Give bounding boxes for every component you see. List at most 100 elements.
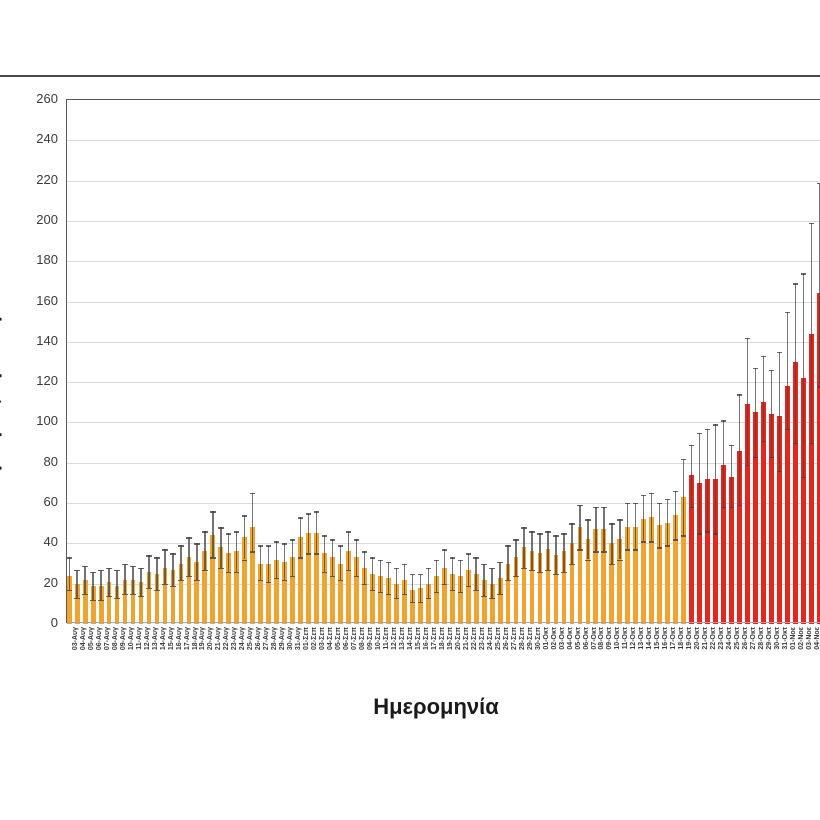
grid-line bbox=[67, 220, 820, 222]
error-bar-cap bbox=[569, 523, 575, 525]
x-axis-tick-label: 18-Σεπ bbox=[438, 627, 446, 650]
error-bar-cap bbox=[313, 511, 320, 513]
error-bar-cap bbox=[513, 539, 519, 541]
x-axis-tick-label: 16-Αυγ bbox=[175, 627, 183, 651]
error-bar-cap bbox=[744, 337, 751, 340]
error-bar bbox=[363, 551, 366, 584]
error-bar-cap bbox=[122, 593, 128, 596]
error-bar-cap bbox=[688, 507, 695, 509]
error-bar-cap bbox=[297, 557, 304, 559]
x-axis-tick-label: 22-Οκτ bbox=[710, 627, 718, 650]
error-bar-cap bbox=[178, 579, 184, 582]
x-axis-tick-label: 02-Νοε bbox=[797, 627, 805, 650]
error-bar-cap bbox=[361, 551, 368, 553]
error-bar bbox=[260, 545, 262, 580]
error-bar bbox=[443, 549, 445, 584]
error-bar-cap bbox=[561, 571, 567, 573]
error-bar-cap bbox=[649, 541, 655, 543]
bar bbox=[266, 563, 272, 624]
error-bar-cap bbox=[289, 539, 296, 541]
error-bar-cap bbox=[489, 597, 495, 600]
y-axis-tick-label: 20 bbox=[43, 574, 58, 590]
error-bar-cap bbox=[537, 533, 543, 535]
bar bbox=[465, 569, 471, 624]
error-bar bbox=[188, 537, 190, 576]
bar bbox=[633, 527, 639, 624]
error-bar-cap bbox=[521, 527, 527, 529]
bar bbox=[441, 567, 447, 624]
error-bar-cap bbox=[505, 545, 511, 547]
x-axis-tick-label: 06-Οκτ bbox=[582, 627, 590, 650]
x-axis-tick-label: 17-Σεπ bbox=[430, 627, 438, 650]
error-bar-cap bbox=[138, 567, 144, 569]
grid-line bbox=[67, 341, 820, 343]
error-bar-cap bbox=[258, 579, 264, 582]
error-bar-cap bbox=[672, 490, 679, 493]
y-axis-tick-label: 180 bbox=[36, 252, 58, 268]
bar bbox=[401, 579, 407, 624]
plot-area bbox=[66, 99, 820, 624]
error-bar-cap bbox=[369, 557, 376, 559]
error-bar-cap bbox=[641, 541, 647, 543]
x-axis-tick-label: 25-Οκτ bbox=[734, 627, 742, 650]
bar bbox=[234, 551, 240, 624]
y-axis-tick-label: 80 bbox=[43, 453, 58, 469]
error-bar bbox=[156, 557, 158, 590]
grid-line bbox=[67, 503, 820, 505]
error-bar-cap bbox=[481, 563, 487, 565]
error-bar-cap bbox=[768, 456, 775, 459]
error-bar-cap bbox=[657, 503, 663, 505]
error-bar bbox=[475, 557, 477, 590]
error-bar bbox=[587, 519, 589, 560]
error-bar-cap bbox=[441, 549, 447, 551]
error-bar-cap bbox=[138, 595, 144, 598]
error-bar-cap bbox=[305, 513, 312, 515]
error-bar-cap bbox=[545, 531, 551, 533]
error-bar-cap bbox=[202, 569, 208, 571]
bar bbox=[130, 579, 136, 624]
error-bar-cap bbox=[449, 557, 455, 559]
error-bar-cap bbox=[74, 569, 80, 571]
error-bar bbox=[180, 545, 182, 580]
error-bar-cap bbox=[665, 499, 671, 501]
error-bar bbox=[674, 490, 677, 540]
error-bar-cap bbox=[401, 563, 408, 565]
error-bar bbox=[667, 499, 669, 546]
error-bar bbox=[84, 565, 86, 594]
y-axis-tick-label: 100 bbox=[36, 413, 58, 429]
bar bbox=[154, 573, 160, 624]
error-bar bbox=[539, 533, 541, 572]
bar bbox=[697, 482, 703, 624]
error-bar-cap bbox=[585, 519, 591, 521]
error-bar-cap bbox=[752, 456, 759, 459]
x-axis-tick-label: 12-Αυγ bbox=[143, 627, 151, 651]
error-bar-cap bbox=[337, 579, 344, 582]
error-bar bbox=[275, 541, 278, 578]
error-bar bbox=[196, 543, 198, 580]
error-bar bbox=[419, 573, 421, 602]
error-bar-cap bbox=[409, 573, 416, 575]
error-bar-cap bbox=[361, 583, 368, 586]
x-axis-line bbox=[67, 622, 820, 623]
error-bar-cap bbox=[744, 464, 751, 467]
error-bar bbox=[635, 503, 637, 550]
bar bbox=[386, 577, 391, 624]
error-bar-cap bbox=[90, 571, 96, 573]
bar bbox=[98, 585, 104, 624]
bar bbox=[66, 575, 72, 624]
bar bbox=[449, 573, 455, 624]
grid-line bbox=[67, 382, 820, 384]
x-axis-tick-label: 07-Σεπ bbox=[351, 627, 359, 650]
y-axis-tick-label: 200 bbox=[36, 211, 58, 227]
bar bbox=[625, 527, 631, 624]
y-axis-tick-label: 140 bbox=[36, 332, 58, 348]
bar bbox=[816, 293, 820, 624]
x-axis-tick-label: 01-Οκτ bbox=[542, 627, 550, 650]
bar bbox=[338, 563, 343, 624]
error-bar-cap bbox=[425, 597, 431, 600]
x-axis-tick-label: 06-Σεπ bbox=[343, 627, 351, 650]
error-bar bbox=[459, 559, 461, 592]
error-bar-cap bbox=[816, 386, 820, 388]
error-bar bbox=[714, 424, 717, 534]
bar bbox=[393, 583, 399, 624]
